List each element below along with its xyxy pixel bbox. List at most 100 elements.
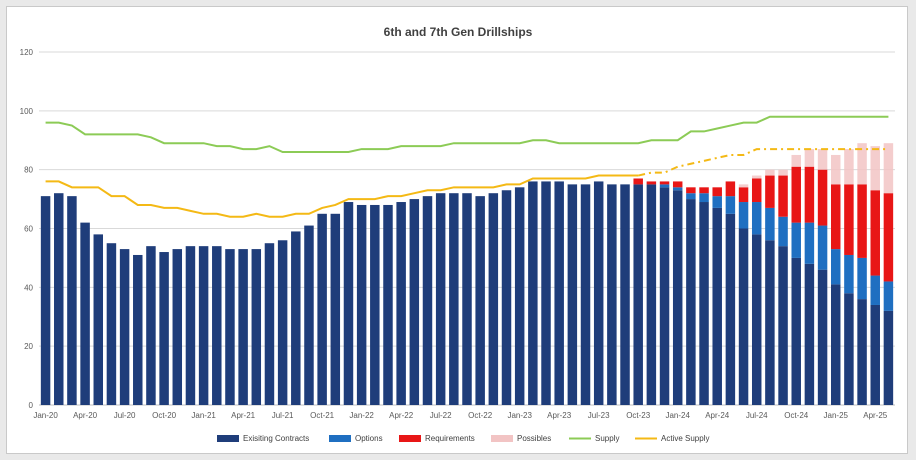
bar-possibles (791, 154, 801, 167)
bar-exisiting-contracts (488, 193, 499, 405)
bar-exisiting-contracts (646, 184, 657, 405)
bar-exisiting-contracts (251, 249, 262, 405)
legend-label-supply: Supply (595, 434, 619, 443)
bar-exisiting-contracts (449, 193, 459, 405)
bar-exisiting-contracts (106, 243, 117, 405)
bar-exisiting-contracts (607, 184, 617, 405)
drillships-chart: 6th and 7th Gen Drillships 0 20 40 60 80 100 1… (20, 25, 895, 443)
bar-exisiting-contracts (356, 204, 367, 405)
y-tick-label: 20 (24, 342, 33, 351)
y-axis-ticks: 0 20 40 60 80 100 120 (20, 48, 34, 410)
bar-exisiting-contracts (475, 196, 485, 405)
bar-exisiting-contracts (212, 246, 222, 405)
chart-frame: 6th and 7th Gen Drillships 0 20 40 60 80 100 1… (6, 6, 908, 454)
bar-requirements (699, 187, 709, 194)
x-tick-label: Jan-22 (349, 411, 374, 420)
bar-exisiting-contracts (699, 202, 709, 405)
bar-exisiting-contracts (514, 187, 525, 405)
bar-options (725, 196, 736, 214)
bar-possibles (870, 146, 880, 191)
bar-exisiting-contracts (844, 293, 854, 405)
bar-exisiting-contracts (765, 240, 775, 405)
bar-exisiting-contracts (422, 196, 433, 405)
bar-exisiting-contracts (528, 181, 538, 405)
bar-requirements (778, 175, 788, 217)
bar-exisiting-contracts (554, 181, 564, 405)
bar-exisiting-contracts (830, 284, 841, 405)
line-active-supply (45, 174, 639, 218)
bar-options (672, 187, 683, 191)
bar-options (712, 196, 722, 208)
bar-exisiting-contracts (133, 254, 143, 405)
x-tick-label: Jan-25 (824, 411, 849, 420)
bar-exisiting-contracts (738, 228, 749, 405)
bar-requirements (686, 187, 696, 194)
bar-requirements (765, 175, 775, 208)
x-tick-label: Apr-20 (73, 411, 98, 420)
bar-options (659, 184, 670, 188)
bar-options (791, 222, 801, 258)
bar-requirements (725, 181, 736, 197)
bar-exisiting-contracts (80, 222, 90, 405)
bar-exisiting-contracts (225, 249, 235, 405)
bar-exisiting-contracts (185, 246, 196, 405)
legend-label-options: Options (355, 434, 383, 443)
bar-requirements (883, 193, 894, 282)
bar-options (765, 207, 775, 241)
bar-exisiting-contracts (751, 234, 762, 405)
bar-possibles (751, 175, 762, 179)
bar-options (778, 216, 788, 247)
x-tick-label: Jan-20 (33, 411, 58, 420)
bar-exisiting-contracts (264, 243, 275, 405)
bar-exisiting-contracts (817, 269, 828, 405)
legend-swatch-exisiting-contracts (217, 435, 239, 442)
bar-exisiting-contracts (370, 204, 380, 405)
bar-requirements (646, 181, 657, 185)
bar-requirements (712, 187, 722, 197)
x-tick-label: Jul-21 (272, 411, 294, 420)
line-series (45, 115, 889, 218)
bar-exisiting-contracts (67, 196, 77, 405)
bar-exisiting-contracts (435, 193, 446, 405)
bar-exisiting-contracts (291, 231, 301, 405)
bar-requirements (830, 184, 841, 250)
x-tick-label: Jan-23 (507, 411, 532, 420)
x-tick-label: Apr-22 (389, 411, 414, 420)
bar-exisiting-contracts (343, 202, 354, 405)
bar-exisiting-contracts (725, 213, 736, 405)
bar-exisiting-contracts (93, 234, 104, 405)
bar-options (699, 193, 709, 203)
bar-series (40, 143, 894, 405)
bar-exisiting-contracts (396, 202, 406, 405)
x-tick-label: Apr-21 (231, 411, 256, 420)
bar-options (686, 193, 696, 200)
bar-exisiting-contracts (620, 184, 630, 405)
legend-swatch-possibles (491, 435, 513, 442)
x-tick-label: Jul-20 (114, 411, 136, 420)
legend-swatch-requirements (399, 435, 421, 442)
bar-possibles (844, 149, 854, 185)
bar-exisiting-contracts (146, 246, 156, 405)
bar-requirements (857, 184, 867, 258)
x-tick-label: Jul-22 (430, 411, 452, 420)
legend-label-exisiting-contracts: Exisiting Contracts (243, 434, 309, 443)
bar-exisiting-contracts (712, 207, 722, 405)
bar-requirements (738, 187, 749, 203)
bar-options (857, 257, 867, 300)
bar-exisiting-contracts (567, 184, 578, 405)
bar-possibles (883, 143, 894, 194)
legend-label-active-supply: Active Supply (661, 434, 709, 443)
x-tick-label: Apr-24 (705, 411, 730, 420)
legend: Exisiting Contracts Options Requirements Po… (217, 434, 709, 443)
bar-exisiting-contracts (304, 225, 314, 405)
bar-exisiting-contracts (883, 310, 894, 405)
bar-exisiting-contracts (317, 213, 327, 405)
bar-exisiting-contracts (330, 213, 341, 405)
bar-exisiting-contracts (159, 252, 169, 405)
x-tick-label: Apr-23 (547, 411, 572, 420)
bar-possibles (817, 149, 828, 170)
bar-exisiting-contracts (172, 249, 183, 405)
x-tick-label: Oct-22 (468, 411, 493, 420)
bar-exisiting-contracts (791, 257, 801, 405)
bar-options (751, 202, 762, 235)
